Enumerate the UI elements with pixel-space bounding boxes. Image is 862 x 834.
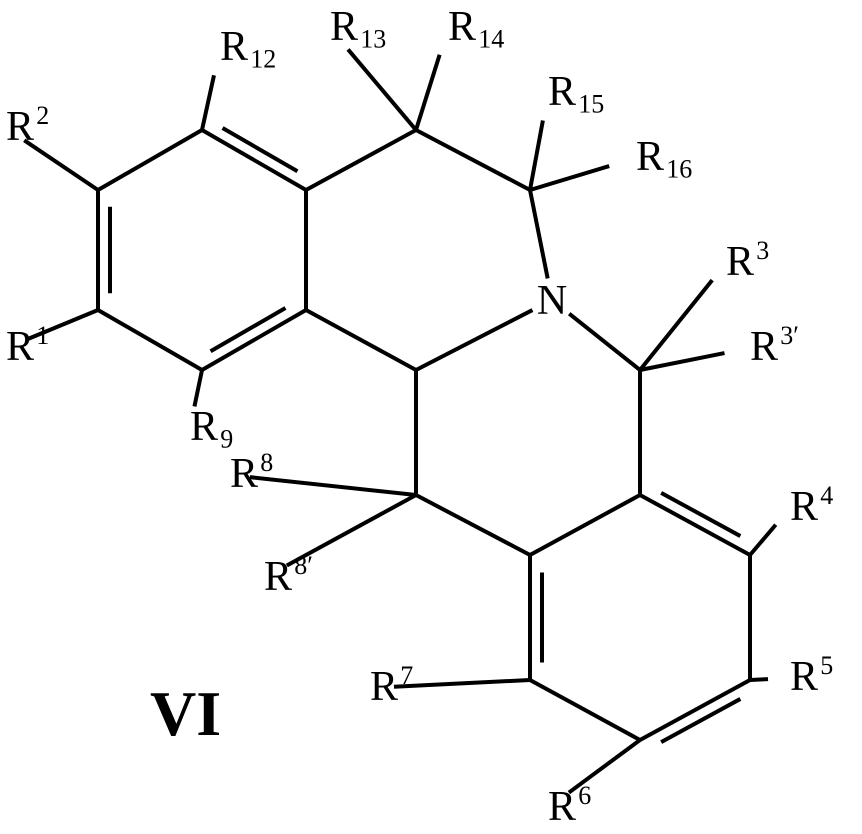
svg-text:7: 7 [400, 661, 413, 690]
svg-text:3′: 3′ [780, 321, 799, 350]
svg-text:R: R [6, 324, 34, 370]
svg-text:R: R [750, 324, 778, 370]
substituent-R12: R12 [220, 24, 276, 74]
substituent-R15: R15 [548, 69, 604, 119]
svg-text:5: 5 [820, 651, 833, 680]
svg-text:R: R [230, 451, 258, 497]
substituent-R4: R4 [790, 481, 833, 530]
svg-text:R: R [548, 784, 576, 830]
svg-text:9: 9 [220, 425, 233, 454]
substituent-R8: R8 [230, 448, 273, 497]
svg-text:R: R [726, 239, 754, 285]
svg-text:4: 4 [820, 481, 833, 510]
substituent-R6: R6 [548, 781, 591, 830]
svg-text:8′: 8′ [294, 551, 313, 580]
compound-label: VI [150, 678, 221, 749]
svg-text:8: 8 [260, 448, 273, 477]
svg-text:R: R [264, 554, 292, 600]
chemical-structure-diagram: NR1R2R3R3′R4R5R6R7R8R8′R9R12R13R14R15R16… [0, 0, 862, 834]
substituent-R1: R1 [6, 321, 49, 370]
svg-text:6: 6 [578, 781, 591, 810]
substituent-R7: R7 [370, 661, 413, 710]
svg-text:R: R [6, 104, 34, 150]
svg-text:R: R [790, 484, 818, 530]
svg-text:R: R [190, 404, 218, 450]
substituent-R3: R3 [726, 236, 769, 285]
svg-text:R: R [448, 4, 476, 50]
svg-text:15: 15 [578, 90, 604, 119]
svg-text:13: 13 [360, 25, 386, 54]
svg-text:2: 2 [36, 101, 49, 130]
substituent-R9: R9 [190, 404, 233, 454]
substituent-R3p: R3′ [750, 321, 799, 370]
substituent-R5: R5 [790, 651, 833, 700]
svg-text:R: R [330, 4, 358, 50]
svg-text:3: 3 [756, 236, 769, 265]
svg-text:R: R [370, 664, 398, 710]
substituent-R2: R2 [6, 101, 49, 150]
substituent-R13: R13 [330, 4, 386, 54]
svg-text:R: R [790, 654, 818, 700]
svg-text:R: R [220, 24, 248, 70]
substituent-R16: R16 [636, 134, 692, 184]
svg-text:R: R [636, 134, 664, 180]
svg-text:R: R [548, 69, 576, 115]
nitrogen-atom-label: N [537, 278, 567, 324]
svg-text:14: 14 [478, 25, 504, 54]
svg-text:1: 1 [36, 321, 49, 350]
substituent-R8p: R8′ [264, 551, 313, 600]
substituent-R14: R14 [448, 4, 504, 54]
svg-text:16: 16 [666, 155, 692, 184]
svg-text:12: 12 [250, 45, 276, 74]
